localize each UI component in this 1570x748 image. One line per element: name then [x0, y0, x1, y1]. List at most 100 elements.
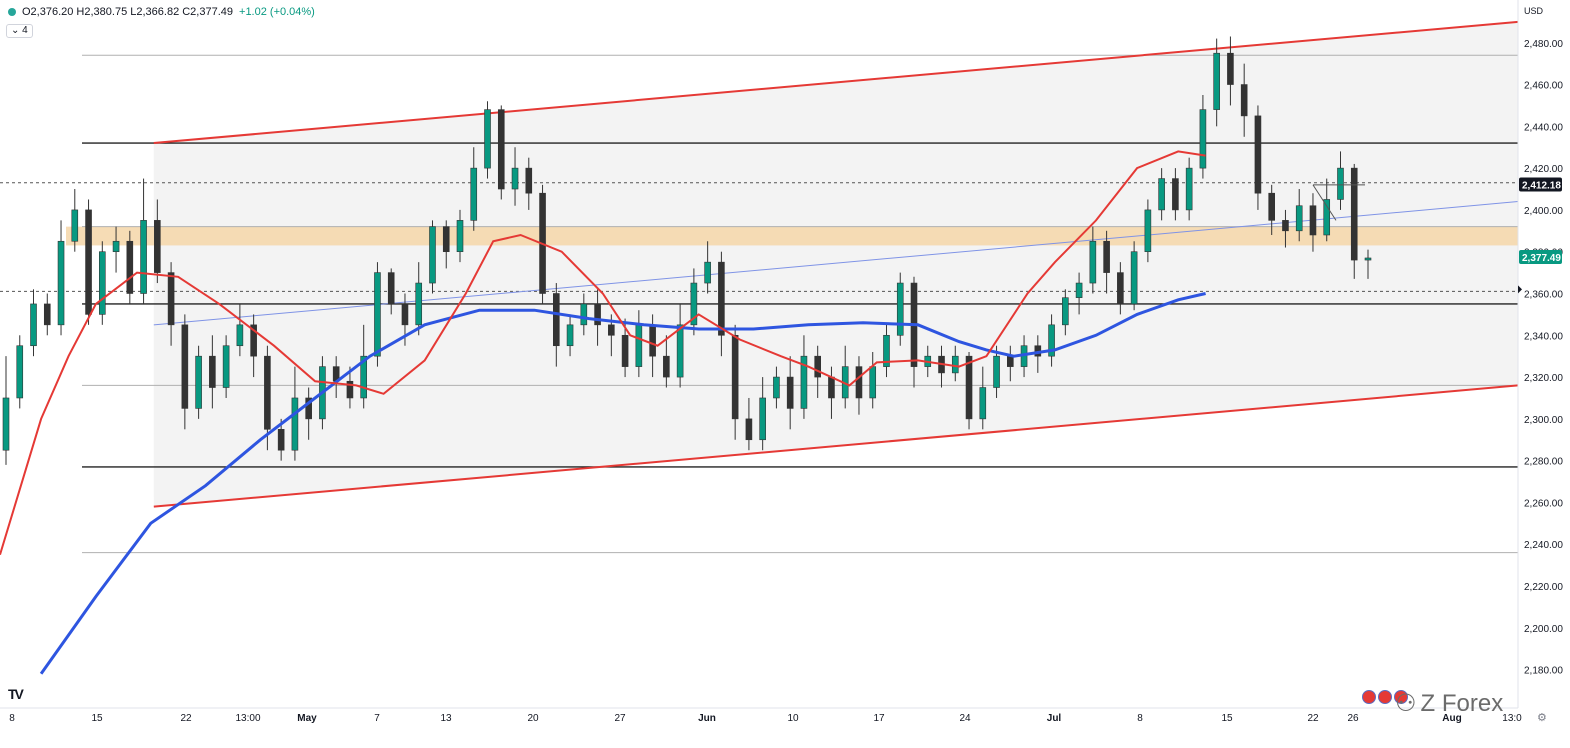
candle: [566, 314, 574, 357]
candle: [456, 209, 464, 263]
y-tick-label: 2,320.00: [1524, 373, 1563, 384]
candle: [470, 147, 478, 231]
x-tick-label: 8: [1137, 713, 1143, 724]
candle: [704, 241, 711, 294]
candle-body: [442, 226, 450, 253]
candle-body: [965, 355, 973, 420]
gear-icon[interactable]: ⚙: [1537, 712, 1547, 724]
candle-body: [786, 376, 794, 409]
candle: [154, 199, 161, 284]
candle-body: [305, 397, 312, 420]
candle: [71, 189, 79, 252]
candle-body: [43, 303, 51, 326]
candle: [773, 366, 780, 409]
candle-body: [566, 324, 574, 347]
event-flags[interactable]: [1362, 690, 1408, 704]
x-tick-label: 20: [527, 713, 539, 724]
candle: [346, 366, 354, 409]
candle-body: [993, 355, 1000, 388]
candle: [484, 101, 491, 179]
candle: [140, 178, 147, 304]
candle-body: [718, 261, 725, 336]
channel-upper-line: [153, 20, 1519, 145]
candle: [1130, 241, 1138, 311]
y-tick-label: 2,440.00: [1524, 122, 1563, 133]
candle: [126, 230, 134, 304]
candle: [1282, 209, 1289, 248]
candle-body: [16, 345, 24, 399]
tradingview-logo-icon[interactable]: TV: [8, 686, 24, 702]
candle-body: [1158, 178, 1165, 211]
candle: [1337, 151, 1344, 210]
candle: [663, 335, 670, 388]
candle-body: [456, 220, 464, 253]
candle-body: [1213, 52, 1220, 110]
candle: [1268, 184, 1275, 235]
candle-body: [1268, 192, 1275, 221]
candle-body: [497, 109, 505, 190]
candle-body: [1227, 52, 1234, 85]
candle: [786, 356, 794, 430]
trendline: [153, 201, 1519, 326]
y-tick-label: 2,260.00: [1524, 498, 1563, 509]
x-tick-label: Aug: [1442, 713, 1461, 724]
candle: [1323, 178, 1331, 242]
candle: [511, 147, 519, 206]
candle: [896, 272, 904, 346]
price-label-bg: [1519, 249, 1562, 264]
us-flag-icon[interactable]: [1378, 690, 1392, 704]
x-tick-label: 10: [787, 713, 799, 724]
candle-body: [112, 240, 120, 253]
candle-body: [429, 226, 436, 284]
candle: [497, 105, 505, 200]
candle: [553, 283, 560, 367]
us-flag-icon[interactable]: [1362, 690, 1376, 704]
candle: [360, 324, 367, 409]
ma-red-line: [0, 150, 1206, 555]
candle-body: [649, 324, 656, 357]
candle: [951, 345, 959, 382]
x-tick-label: 7: [374, 713, 380, 724]
currency-label[interactable]: USD: [1524, 6, 1544, 16]
candle-body: [979, 387, 987, 420]
candle-body: [828, 376, 835, 399]
candle-body: [195, 355, 202, 409]
interval-selector[interactable]: ⌄ 4: [6, 24, 33, 38]
candle: [374, 262, 381, 367]
candle: [1062, 289, 1069, 336]
candle: [85, 199, 92, 325]
candle: [305, 387, 312, 440]
candle-body: [264, 355, 271, 430]
x-tick-label: 24: [959, 713, 971, 724]
candle-body: [374, 272, 381, 357]
candle-body: [1103, 240, 1110, 273]
candle: [209, 335, 216, 409]
us-flag-icon[interactable]: [1394, 690, 1408, 704]
candle-body: [30, 303, 37, 347]
y-tick-label: 2,240.00: [1524, 540, 1563, 551]
symbol-status-icon: [8, 8, 16, 16]
interval-label: 4: [22, 25, 28, 36]
candle: [1295, 189, 1303, 242]
x-tick-label: 13:0: [1502, 713, 1522, 724]
x-tick-label: May: [297, 713, 317, 724]
candle-body: [704, 261, 711, 284]
candle-body: [57, 240, 65, 326]
candle-body: [236, 324, 244, 347]
candle-body: [525, 167, 533, 194]
y-tick-label: 2,180.00: [1524, 666, 1563, 677]
candle-body: [1144, 209, 1152, 253]
candle: [112, 226, 120, 273]
candle-body: [594, 303, 601, 326]
candle-body: [222, 345, 230, 388]
candle: [1103, 230, 1110, 294]
candle-body: [855, 366, 863, 399]
candle: [181, 314, 189, 430]
candle: [415, 262, 423, 336]
y-tick-label: 2,280.00: [1524, 457, 1563, 468]
candle: [1048, 314, 1055, 367]
y-tick-label: 2,360.00: [1524, 289, 1563, 300]
y-tick-label: 2,340.00: [1524, 331, 1563, 342]
candle: [1199, 94, 1207, 179]
